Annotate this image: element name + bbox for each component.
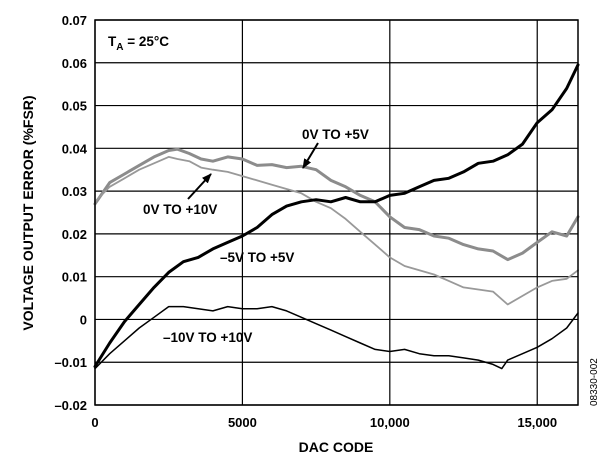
y-tick-label: 0 bbox=[80, 312, 87, 327]
y-tick-label: 0.06 bbox=[62, 56, 87, 71]
label-0v-to-5v: 0V TO +5V bbox=[302, 127, 369, 142]
label-0v-to-10v: 0V TO +10V bbox=[143, 202, 217, 217]
condition-main: T bbox=[108, 34, 117, 49]
label-neg5v-to-5v: –5V TO +5V bbox=[220, 250, 294, 265]
series-line-3 bbox=[94, 305, 579, 370]
temperature-condition: TA = 25°C bbox=[108, 34, 169, 53]
x-tick-label: 10,000 bbox=[370, 415, 410, 430]
arrow-0v-to-5v bbox=[302, 142, 319, 169]
series-line-0 bbox=[93, 147, 580, 262]
plot-frame bbox=[94, 19, 579, 406]
y-axis-title: VOLTAGE OUTPUT ERROR (%FSR) bbox=[20, 95, 36, 330]
figure-id: 08330-002 bbox=[589, 358, 600, 406]
condition-subscript: A bbox=[116, 42, 123, 53]
y-tick-label: 0.01 bbox=[62, 270, 87, 285]
series-line-2 bbox=[93, 63, 580, 368]
x-tick-labels: 0 5000 10,000 15,000 bbox=[91, 415, 557, 430]
condition-rest: = 25°C bbox=[123, 34, 169, 49]
y-tick-label: –0.02 bbox=[54, 398, 87, 413]
arrow-0v-to-10v bbox=[187, 173, 212, 200]
series-line-1 bbox=[94, 155, 579, 306]
x-tick-label: 5000 bbox=[228, 415, 257, 430]
x-tick-label: 15,000 bbox=[517, 415, 557, 430]
y-tick-label: 0.07 bbox=[62, 13, 87, 28]
y-tick-label: 0.04 bbox=[62, 141, 88, 156]
y-tick-label: –0.01 bbox=[54, 355, 87, 370]
series-layer bbox=[93, 63, 580, 370]
y-tick-label: 0.02 bbox=[62, 227, 87, 242]
x-axis-title: DAC CODE bbox=[299, 439, 374, 455]
y-tick-labels: –0.02 –0.01 0 0.01 0.02 0.03 0.04 0.05 0.06 0.07 bbox=[54, 13, 87, 413]
label-neg10v-to-10v: –10V TO +10V bbox=[163, 330, 252, 345]
x-tick-label: 0 bbox=[91, 415, 98, 430]
y-tick-label: 0.03 bbox=[62, 184, 87, 199]
y-tick-label: 0.05 bbox=[62, 99, 87, 114]
